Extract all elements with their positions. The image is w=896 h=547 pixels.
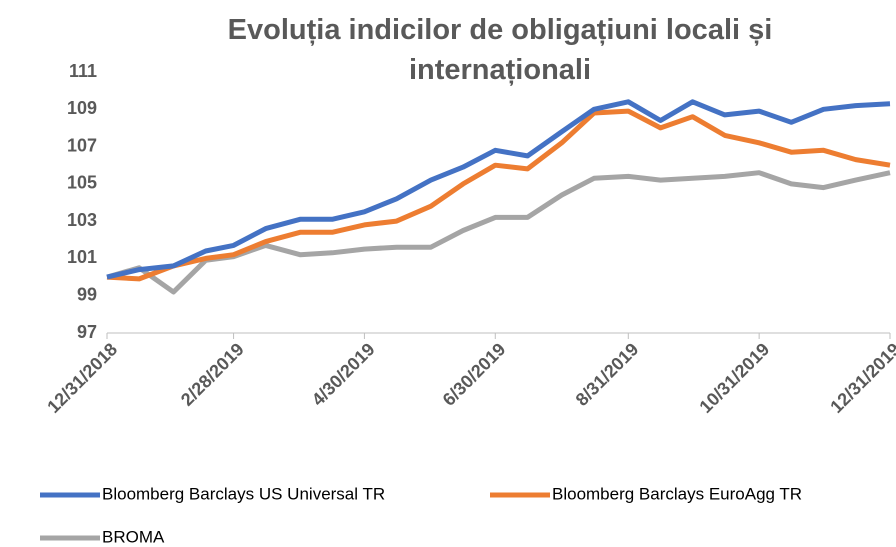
x-tick-label: 6/30/2019	[439, 339, 510, 410]
x-tick-label: 12/31/2019	[826, 339, 896, 417]
x-tick-label: 2/28/2019	[177, 339, 248, 410]
legend-label: Bloomberg Barclays US Universal TR	[102, 484, 385, 503]
x-tick-label: 8/31/2019	[572, 339, 643, 410]
y-tick-label: 107	[67, 135, 97, 155]
y-tick-label: 101	[67, 247, 97, 267]
chart-title: Evoluția indicilor de obligațiuni locali…	[227, 14, 773, 86]
x-tick-label: 4/30/2019	[308, 339, 379, 410]
y-tick-label: 105	[67, 173, 97, 193]
legend-label: BROMA	[102, 527, 165, 546]
x-tick-label: 10/31/2019	[695, 339, 773, 417]
y-tick-label: 109	[67, 98, 97, 118]
y-tick-label: 99	[77, 284, 97, 304]
x-tick-label: 12/31/2018	[43, 339, 121, 417]
series-line	[106, 108, 891, 282]
series-line	[106, 170, 891, 295]
legend-label: Bloomberg Barclays EuroAgg TR	[552, 484, 802, 503]
y-tick-label: 103	[67, 210, 97, 230]
series-line	[106, 99, 891, 280]
y-tick-label: 97	[77, 322, 97, 342]
y-tick-label: 111	[69, 61, 97, 81]
